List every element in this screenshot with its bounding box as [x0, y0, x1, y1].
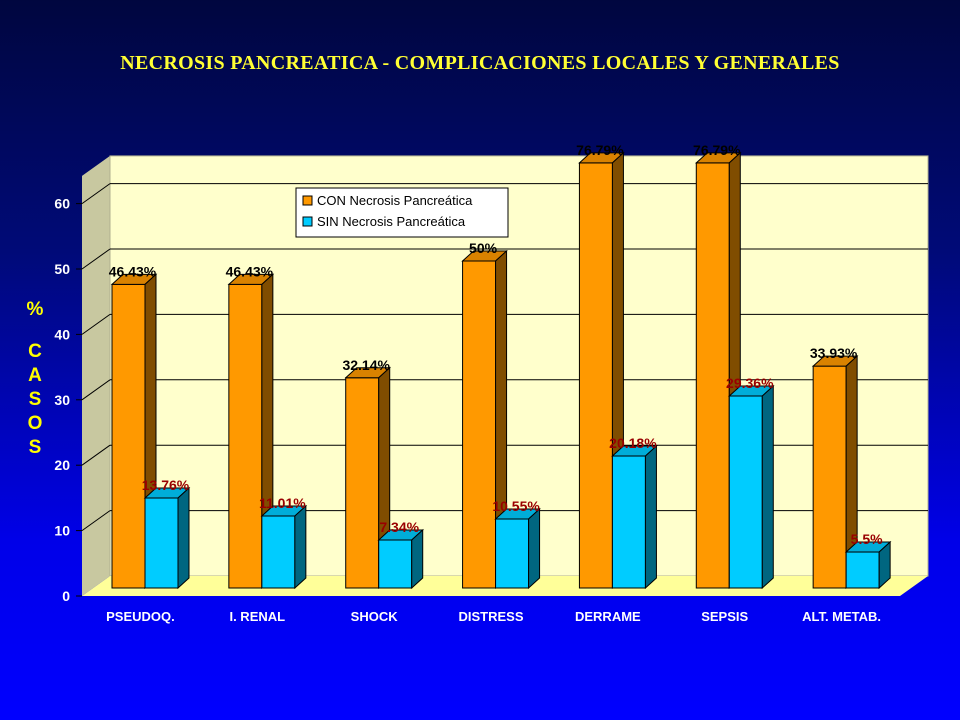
gridline-side [81, 379, 111, 401]
bar-sin [844, 540, 892, 590]
x-category-label: I. RENAL [229, 609, 285, 624]
data-label: 33.93% [810, 345, 858, 361]
data-label: 5.5% [851, 531, 883, 547]
y-tick-label: 30 [54, 392, 70, 408]
bar-side [528, 507, 541, 590]
x-category-label: PSEUDOQ. [106, 609, 175, 624]
y-axis-ticks: 0 10 20 30 40 50 60 [54, 196, 82, 604]
y-tick-label: 40 [54, 326, 70, 342]
bar-sin [727, 384, 775, 590]
legend-box [295, 187, 509, 238]
x-category-label: SHOCK [351, 609, 399, 624]
x-category-label: ALT. METAB. [802, 609, 881, 624]
bar-side [644, 444, 657, 590]
gridline-side [81, 183, 111, 205]
bar-front [345, 377, 380, 589]
bar-front [695, 162, 730, 589]
bar-sin [377, 528, 425, 590]
bar-front [495, 518, 530, 589]
data-label: 46.43% [109, 263, 157, 279]
y-axis-label-letter: C [28, 341, 42, 362]
bar-front [111, 283, 146, 589]
y-axis-label-letter: S [28, 437, 42, 458]
gridline-side [81, 510, 111, 532]
gridline-side [81, 313, 111, 335]
bar-front [812, 365, 847, 589]
x-category-label: DERRAME [575, 609, 641, 624]
bar-con [578, 151, 625, 590]
data-label: 76.79% [693, 142, 741, 158]
data-label: 50% [469, 240, 498, 256]
bar-front [845, 551, 880, 589]
bar-side [177, 486, 190, 590]
legend-swatch [302, 195, 313, 206]
y-tick-label: 10 [54, 523, 70, 539]
x-category-label: DISTRESS [458, 609, 523, 624]
bar-con [461, 249, 508, 590]
bar-con [811, 354, 859, 590]
bar-sin [611, 444, 658, 590]
data-label: 46.43% [226, 263, 274, 279]
bar-con [344, 366, 392, 590]
y-axis-label: % C A S O S [22, 298, 48, 460]
legend-entry: CON Necrosis Pancreática [317, 193, 473, 208]
bar-front [728, 395, 763, 589]
bar-side [878, 540, 891, 590]
chart-title: NECROSIS PANCREATICA - COMPLICACIONES LO… [120, 52, 840, 74]
bar-front [144, 497, 179, 589]
y-tick-label: 60 [54, 196, 70, 212]
data-label: 76.79% [576, 142, 624, 158]
bar-front [378, 539, 413, 589]
bar-front [261, 515, 296, 589]
x-axis-categories: PSEUDOQ. I. RENAL SHOCK DISTRESS DERRAME SEPS… [106, 609, 881, 624]
x-category-label: SEPSIS [701, 609, 748, 624]
plot-side-wall [82, 155, 110, 596]
data-label: 29.36% [726, 375, 774, 391]
gridline-side [81, 444, 111, 466]
bar-sin [260, 504, 308, 590]
bars [110, 151, 892, 590]
bar-front [578, 162, 613, 589]
data-label: 13.76% [142, 477, 190, 493]
y-axis-label-percent: % [26, 299, 44, 320]
bar-sin [494, 507, 541, 590]
bar-front [462, 260, 497, 589]
gridline-side [81, 248, 111, 270]
legend-entry: SIN Necrosis Pancreática [317, 214, 466, 229]
y-axis-label-letter: A [28, 365, 42, 386]
legend-swatch [302, 216, 313, 227]
data-labels: 46.43% 13.76% 46.43% 11.01% 32.14% 7.34% 50% 10… [109, 142, 883, 547]
data-label: 32.14% [342, 357, 390, 373]
bar-front [228, 283, 263, 589]
bar-front [611, 455, 646, 589]
data-label: 10.55% [492, 498, 540, 514]
y-axis-label-letter: S [28, 389, 42, 410]
bar-side [411, 528, 424, 590]
legend: CON Necrosis Pancreática SIN Necrosis Pan… [295, 187, 509, 238]
bar-side [294, 504, 307, 590]
y-tick-label: 20 [54, 457, 70, 473]
data-label: 11.01% [259, 495, 306, 511]
data-label: 20.18% [609, 435, 657, 451]
y-tick-label: 50 [54, 261, 70, 277]
data-label: 7.34% [379, 519, 419, 535]
y-tick-label: 0 [62, 588, 70, 604]
bar-side [761, 384, 774, 590]
y-axis-label-letter: O [27, 413, 43, 434]
bar-sin [143, 486, 191, 590]
